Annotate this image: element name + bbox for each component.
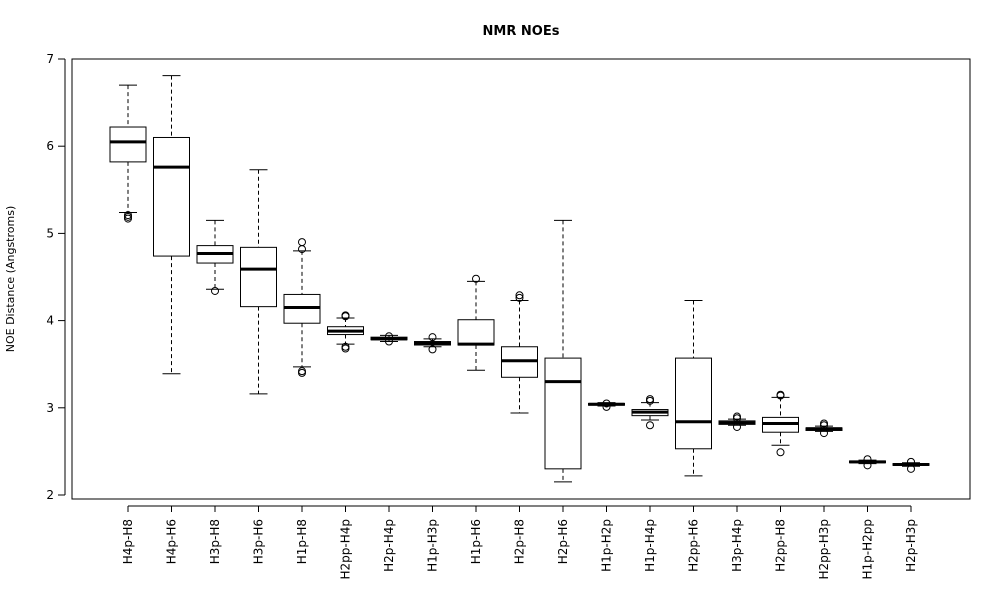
y-tick-label: 6 — [46, 139, 54, 153]
box — [153, 136, 190, 257]
x-tick-label: H1p-H8 — [295, 519, 309, 564]
y-axis: 2 3 4 5 6 7 — [46, 52, 66, 502]
outlier-point — [211, 286, 219, 295]
outlier-point — [733, 412, 741, 421]
y-axis-label: NOE Distance (Angstroms) — [4, 206, 17, 353]
outlier-point — [733, 422, 741, 431]
box-series — [109, 75, 930, 483]
y-tick-label: 4 — [46, 314, 54, 328]
x-axis: H4p-H8 H4p-H6 H3p-H8 H3p-H6 H1p-H8 H2pp-H4p H2… — [121, 505, 918, 580]
plot-frame — [71, 58, 971, 500]
x-tick-label: H2pp-H8 — [774, 519, 788, 572]
outlier-point — [820, 429, 828, 438]
box — [544, 357, 582, 470]
y-tick-label: 3 — [46, 401, 54, 415]
x-tick-label: H2pp-H6 — [687, 519, 701, 572]
x-tick-label: H2p-H8 — [513, 519, 527, 564]
x-tick-label: H1p-H6 — [469, 519, 483, 564]
box-group — [327, 311, 364, 353]
outlier-point — [428, 345, 437, 354]
x-tick-label: H2p-H3p — [904, 519, 918, 572]
box-group — [544, 219, 582, 483]
y-tick-label: 5 — [46, 226, 54, 240]
outlier-point — [907, 457, 915, 466]
x-tick-label: H1p-H4p — [643, 519, 657, 572]
box — [109, 126, 147, 163]
outlier-point — [515, 291, 524, 300]
box-group — [501, 291, 538, 414]
outlier-point — [776, 448, 785, 457]
x-tick-label: H3p-H8 — [208, 519, 222, 564]
box-group — [457, 274, 495, 371]
box — [240, 246, 277, 308]
box-group — [849, 455, 886, 470]
outlier-point — [646, 421, 654, 430]
outlier-point — [602, 399, 611, 408]
outlier-point — [602, 402, 611, 411]
x-tick-label: H1p-H2p — [600, 519, 614, 572]
box-group — [196, 219, 234, 295]
box-group — [109, 84, 147, 223]
chart-title: NMR NOEs — [483, 24, 560, 39]
outlier-point — [298, 367, 306, 376]
box-group — [370, 332, 408, 346]
box-group — [805, 419, 843, 438]
outlier-point — [472, 274, 480, 283]
outlier-point — [385, 337, 393, 346]
box-group — [240, 169, 277, 395]
x-tick-label: H2pp-H4p — [339, 519, 353, 580]
box-group — [718, 412, 756, 431]
y-tick-label: 2 — [46, 488, 54, 502]
outlier-point — [428, 333, 437, 342]
outlier-point — [776, 390, 785, 399]
box-group — [631, 395, 669, 430]
box-group — [414, 333, 451, 354]
x-tick-label: H2p-H6 — [556, 519, 570, 564]
box — [457, 319, 495, 346]
x-tick-label: H2pp-H3p — [817, 519, 831, 580]
box-group — [892, 457, 930, 473]
outlier-point — [820, 419, 828, 428]
box — [675, 357, 712, 450]
outlier-point — [341, 342, 350, 351]
box-group — [588, 399, 625, 411]
y-tick-label: 7 — [46, 52, 54, 66]
x-tick-label: H3p-H6 — [252, 519, 266, 564]
box-group — [675, 300, 712, 477]
outlier-point — [646, 395, 654, 404]
outlier-point — [385, 332, 393, 341]
outlier-point — [298, 238, 306, 247]
x-tick-label: H1p-H3p — [426, 519, 440, 572]
outlier-point — [863, 455, 872, 464]
outlier-point — [515, 293, 524, 302]
box-group — [762, 390, 799, 457]
box-group — [283, 238, 321, 377]
x-tick-label: H4p-H6 — [165, 519, 179, 564]
x-tick-label: H1p-H2pp — [861, 519, 875, 580]
box-group — [153, 75, 190, 375]
outlier-point — [124, 211, 132, 220]
x-tick-label: H3p-H4p — [730, 519, 744, 572]
outlier-point — [341, 311, 350, 320]
outlier-point — [863, 461, 872, 470]
x-tick-label: H2p-H4p — [382, 519, 396, 572]
x-tick-label: H4p-H8 — [121, 519, 135, 564]
